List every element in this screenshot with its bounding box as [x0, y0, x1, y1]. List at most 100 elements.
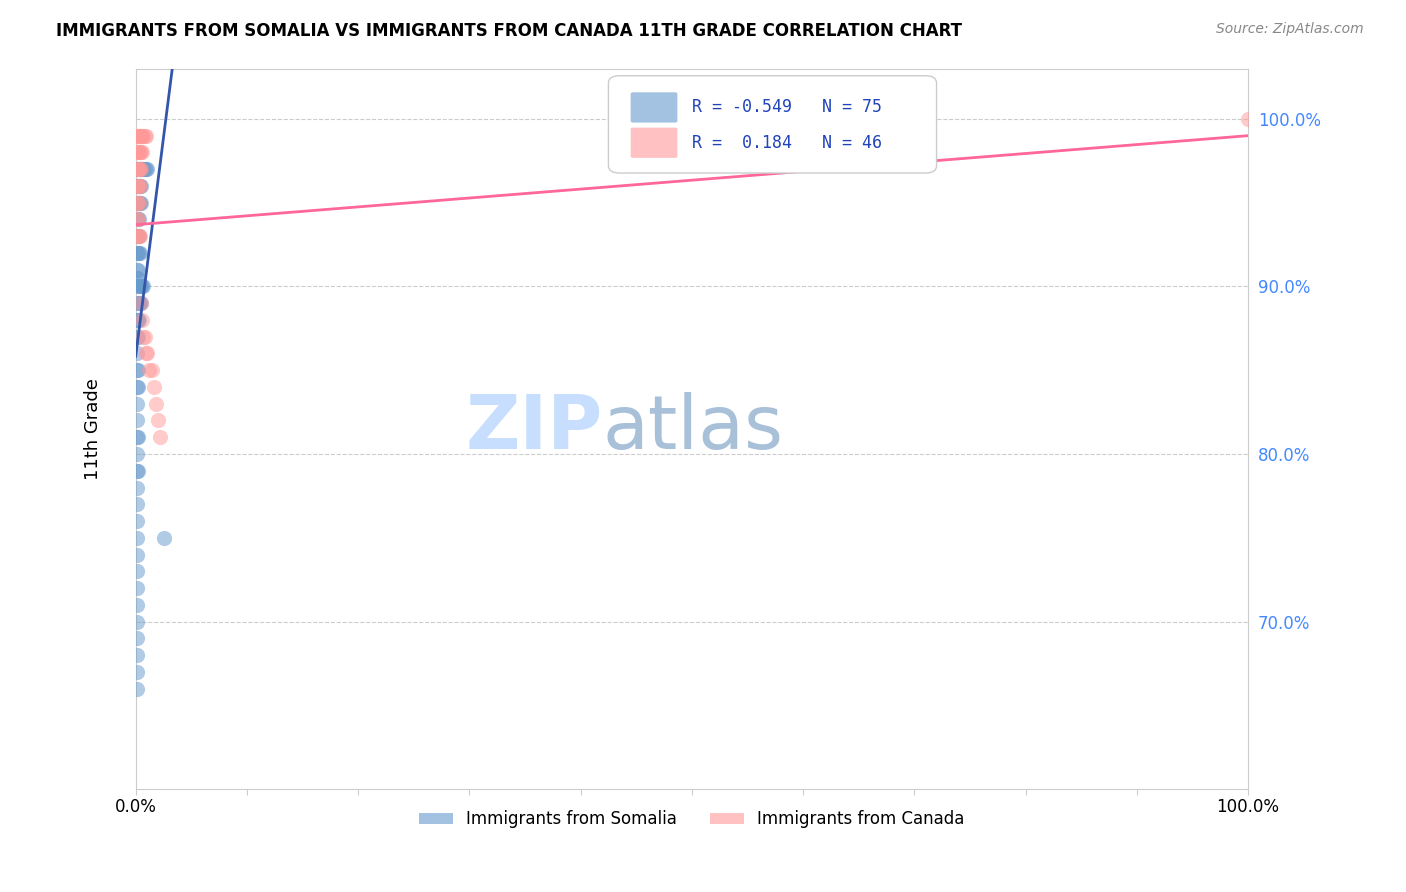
Point: [125, 229, 148, 244]
Point: [129, 195, 152, 210]
Point: [125, 581, 148, 595]
Point: [132, 329, 155, 343]
Point: [135, 346, 157, 360]
Point: [134, 128, 156, 143]
Point: [135, 128, 157, 143]
Text: 100.0%: 100.0%: [1216, 797, 1279, 815]
Point: [145, 397, 167, 411]
Point: [142, 380, 165, 394]
Point: [129, 162, 152, 177]
Point: [127, 229, 149, 244]
Text: Source: ZipAtlas.com: Source: ZipAtlas.com: [1216, 22, 1364, 37]
Legend: Immigrants from Somalia, Immigrants from Canada: Immigrants from Somalia, Immigrants from…: [413, 804, 972, 835]
Point: [128, 162, 150, 177]
Point: [125, 430, 148, 444]
Point: [134, 162, 156, 177]
Point: [125, 195, 148, 210]
Point: [125, 178, 148, 193]
Point: [125, 346, 148, 360]
Point: [128, 178, 150, 193]
Point: [125, 128, 148, 143]
Point: [125, 615, 148, 629]
Point: [129, 246, 152, 260]
Point: [125, 648, 148, 662]
Point: [129, 178, 152, 193]
Point: [129, 195, 152, 210]
Point: [127, 464, 149, 478]
Point: [127, 178, 149, 193]
Point: [129, 162, 152, 177]
Point: [127, 178, 149, 193]
Point: [132, 162, 155, 177]
Text: 0.0%: 0.0%: [115, 797, 156, 815]
Point: [125, 514, 148, 528]
Point: [127, 145, 149, 160]
Text: 11th Grade: 11th Grade: [84, 378, 103, 480]
Point: [125, 329, 148, 343]
Point: [125, 447, 148, 461]
Point: [129, 296, 152, 310]
Point: [138, 363, 160, 377]
Point: [149, 430, 172, 444]
Point: [125, 632, 148, 646]
Point: [128, 162, 150, 177]
Text: IMMIGRANTS FROM SOMALIA VS IMMIGRANTS FROM CANADA 11TH GRADE CORRELATION CHART: IMMIGRANTS FROM SOMALIA VS IMMIGRANTS FR…: [56, 22, 962, 40]
Point: [125, 565, 148, 579]
Point: [141, 363, 163, 377]
Point: [125, 145, 148, 160]
Point: [125, 380, 148, 394]
Point: [129, 178, 152, 193]
Point: [125, 313, 148, 327]
Point: [129, 229, 152, 244]
Point: [131, 128, 153, 143]
Point: [125, 212, 148, 227]
Point: [127, 430, 149, 444]
Point: [129, 145, 152, 160]
Point: [129, 128, 152, 143]
Point: [128, 195, 150, 210]
Point: [125, 162, 148, 177]
Point: [129, 279, 152, 293]
Point: [129, 178, 152, 193]
Point: [1237, 112, 1260, 126]
Point: [125, 531, 148, 545]
Point: [127, 246, 149, 260]
Point: [128, 178, 150, 193]
Point: [128, 296, 150, 310]
Point: [127, 212, 149, 227]
Text: R =  0.184   N = 46: R = 0.184 N = 46: [692, 134, 882, 152]
Point: [128, 313, 150, 327]
Point: [129, 162, 152, 177]
Point: [129, 279, 152, 293]
Point: [127, 212, 149, 227]
Point: [125, 497, 148, 511]
Point: [128, 195, 150, 210]
Point: [127, 162, 149, 177]
Point: [125, 548, 148, 562]
Point: [127, 296, 149, 310]
Point: [125, 598, 148, 612]
Point: [127, 162, 149, 177]
Point: [129, 296, 152, 310]
Point: [131, 313, 153, 327]
Point: [125, 279, 148, 293]
Point: [127, 195, 149, 210]
Point: [125, 162, 148, 177]
Point: [152, 531, 174, 545]
Point: [128, 246, 150, 260]
Point: [125, 246, 148, 260]
Point: [125, 681, 148, 696]
Point: [135, 162, 157, 177]
Point: [125, 397, 148, 411]
Point: [127, 229, 149, 244]
Point: [127, 128, 149, 143]
Point: [125, 195, 148, 210]
Point: [131, 162, 153, 177]
Point: [127, 380, 149, 394]
Point: [132, 279, 155, 293]
Point: [127, 195, 149, 210]
Point: [125, 262, 148, 277]
Point: [134, 329, 156, 343]
Point: [129, 296, 152, 310]
Point: [135, 346, 157, 360]
